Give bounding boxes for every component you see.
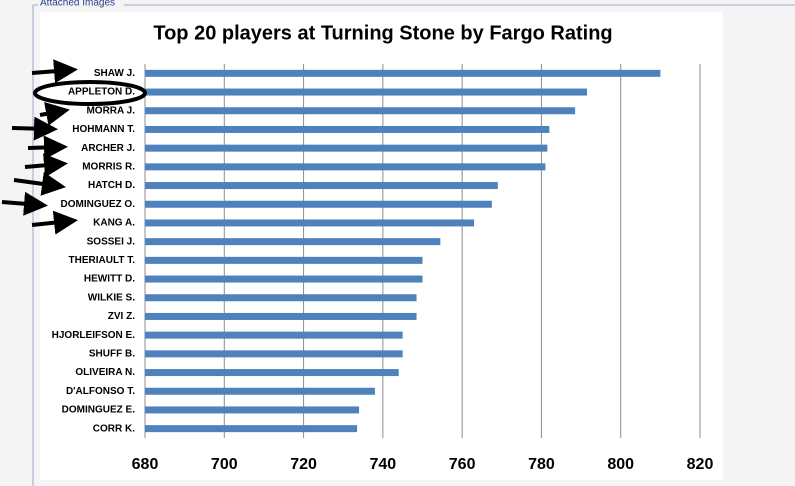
y-tick-label: SHUFF B. <box>89 348 135 359</box>
y-tick-label: ARCHER J. <box>81 143 135 154</box>
y-tick-label: HATCH D. <box>88 180 135 191</box>
annotations <box>1 59 78 235</box>
bar <box>145 350 403 358</box>
arrow <box>1 191 48 216</box>
bar <box>145 69 661 77</box>
bar <box>145 200 492 208</box>
x-tick-label: 820 <box>687 456 714 473</box>
bar <box>145 331 403 339</box>
arrow <box>11 116 58 141</box>
y-tick-label: D'ALFONSO T. <box>66 386 135 397</box>
y-tick-label: APPLETON D. <box>68 87 135 98</box>
chart-title: Top 20 players at Turning Stone by Fargo… <box>153 22 612 44</box>
bar <box>145 369 399 377</box>
x-tick-label: 700 <box>211 456 238 473</box>
y-tick-label: MORRA J. <box>86 105 135 116</box>
bar <box>145 294 417 302</box>
circle-annotation <box>33 80 147 106</box>
bar <box>145 182 498 190</box>
fieldset-legend: Attached Images <box>40 0 115 9</box>
bar <box>145 163 546 171</box>
x-tick-label: 680 <box>132 456 159 473</box>
y-tick-label: WILKIE S. <box>88 292 135 303</box>
bar <box>145 387 375 395</box>
y-tick-label: CORR K. <box>93 423 135 434</box>
arrow <box>13 171 66 196</box>
bar <box>145 219 475 227</box>
arrow <box>39 102 70 126</box>
y-tick-label: DOMINGUEZ E. <box>62 405 136 416</box>
y-tick-label: HOHMANN T. <box>72 124 135 135</box>
bar <box>145 406 360 414</box>
x-tick-label: 760 <box>449 456 476 473</box>
bar <box>145 275 423 283</box>
y-tick-label: HEWITT D. <box>84 274 135 285</box>
y-tick-label: THERIAULT T. <box>69 255 136 266</box>
arrow <box>24 153 68 178</box>
y-tick-label: DOMINGUEZ O. <box>61 199 136 210</box>
bar <box>145 88 588 96</box>
y-tick-label: SHAW J. <box>94 68 135 79</box>
y-tick-label: ZVI Z. <box>108 311 135 322</box>
x-tick-label: 800 <box>607 456 634 473</box>
x-tick-label: 740 <box>370 456 397 473</box>
bar <box>145 107 576 115</box>
arrow <box>31 210 78 235</box>
bar <box>145 312 417 320</box>
plot: 680 700 720 740 760 780 800 820 SHAW J. APPLETON … <box>52 64 714 473</box>
bar <box>145 256 423 264</box>
arrow <box>31 59 78 84</box>
legend-bg <box>38 0 124 10</box>
arrow <box>27 135 68 160</box>
bar <box>145 238 441 246</box>
bar <box>145 125 550 133</box>
y-tick-label: KANG A. <box>93 218 135 229</box>
y-tick-label: MORRIS R. <box>82 161 135 172</box>
x-tick-label: 720 <box>290 456 317 473</box>
bar <box>145 144 548 152</box>
y-tick-label: OLIVEIRA N. <box>75 367 135 378</box>
y-tick-label: HJORLEIFSON E. <box>52 330 136 341</box>
y-tick-label: SOSSEI J. <box>87 236 136 247</box>
bar <box>145 425 358 433</box>
x-tick-label: 780 <box>528 456 555 473</box>
